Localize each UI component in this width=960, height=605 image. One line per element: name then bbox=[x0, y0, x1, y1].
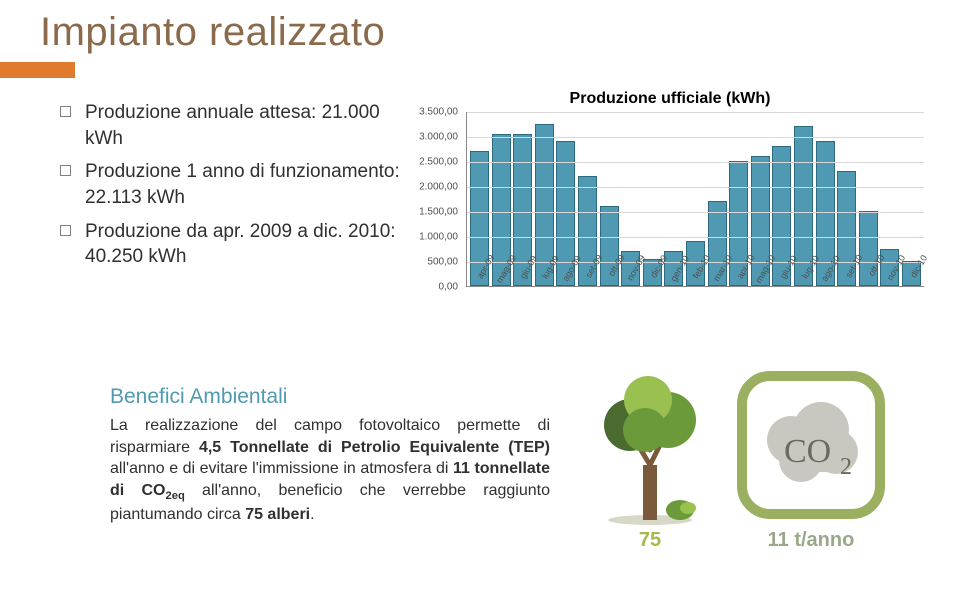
list-item: Produzione da apr. 2009 a dic. 2010: 40.… bbox=[60, 219, 400, 270]
bullet-list: Produzione annuale attesa: 21.000 kWh Pr… bbox=[60, 100, 400, 278]
chart-y-tick: 2.500,00 bbox=[419, 157, 458, 168]
benefits-title: Benefici Ambientali bbox=[110, 385, 550, 409]
chart-y-tick: 2.000,00 bbox=[419, 182, 458, 193]
benefits-section: Benefici Ambientali La realizzazione del… bbox=[110, 385, 550, 526]
chart-y-tick: 0,00 bbox=[439, 282, 458, 293]
chart-y-tick: 1.500,00 bbox=[419, 207, 458, 218]
accent-bar bbox=[0, 62, 75, 78]
chart-y-axis: 0,00500,001.000,001.500,002.000,002.500,… bbox=[410, 112, 464, 287]
list-item: Produzione 1 anno di funzionamento: 22.1… bbox=[60, 159, 400, 210]
chart-y-tick: 1.000,00 bbox=[419, 232, 458, 243]
list-item: Produzione annuale attesa: 21.000 kWh bbox=[60, 100, 400, 151]
co2-icon: CO 2 bbox=[736, 370, 886, 525]
production-chart: Produzione ufficiale (kWh) 0,00 500,00 1.0… bbox=[410, 90, 930, 320]
bullet-text: Produzione 1 anno di funzionamento: 22.1… bbox=[85, 159, 400, 210]
benefits-body: La realizzazione del campo fotovoltaico … bbox=[110, 415, 550, 526]
chart-y-tick: 3.500,00 bbox=[419, 107, 458, 118]
icons-block: 75 CO 2 11 t/anno bbox=[590, 370, 886, 552]
bullet-icon bbox=[60, 106, 71, 117]
tree-caption: 75 bbox=[639, 529, 661, 552]
bullet-icon bbox=[60, 225, 71, 236]
chart-x-axis: apr-09mag-09giu-09lug-09ago-09set-09ott-… bbox=[466, 288, 924, 323]
page-title: Impianto realizzato bbox=[40, 10, 385, 55]
bullet-text: Produzione annuale attesa: 21.000 kWh bbox=[85, 100, 400, 151]
svg-text:2: 2 bbox=[840, 454, 852, 480]
chart-title: Produzione ufficiale (kWh) bbox=[410, 90, 930, 108]
chart-y-tick: 500,00 bbox=[427, 257, 458, 268]
bullet-text: Produzione da apr. 2009 a dic. 2010: 40.… bbox=[85, 219, 400, 270]
svg-text:CO: CO bbox=[784, 433, 831, 470]
tree-icon bbox=[590, 370, 710, 525]
co2-icon-card: CO 2 11 t/anno bbox=[736, 370, 886, 552]
chart-y-tick: 3.000,00 bbox=[419, 132, 458, 143]
co2-caption: 11 t/anno bbox=[768, 529, 855, 552]
bullet-icon bbox=[60, 165, 71, 176]
tree-icon-card: 75 bbox=[590, 370, 710, 552]
